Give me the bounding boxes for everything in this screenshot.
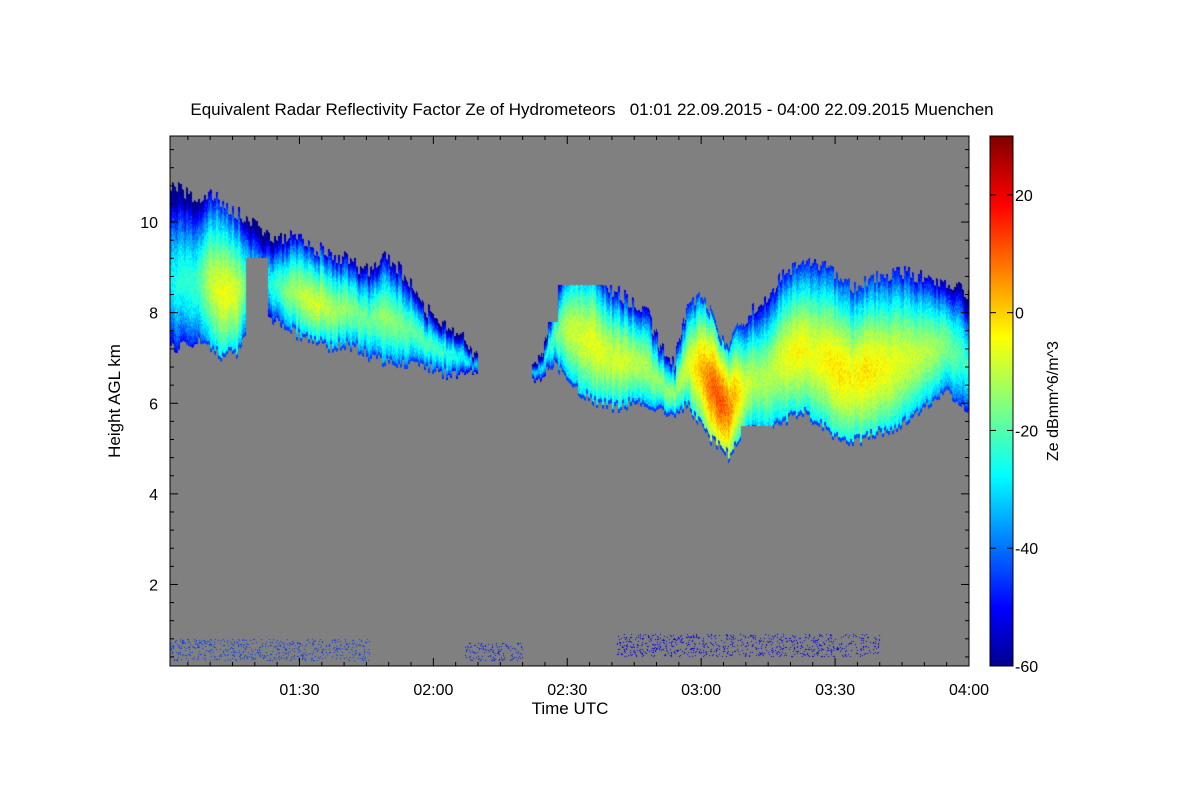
x-tick-label: 02:30 — [547, 682, 587, 699]
colorbar-tick-label: -40 — [1015, 541, 1038, 558]
plot-area — [170, 136, 969, 666]
colorbar-tick-label: -60 — [1015, 659, 1038, 676]
x-tick-label: 04:00 — [949, 682, 989, 699]
x-tick-label: 01:30 — [279, 682, 319, 699]
colorbar: -60 -40 -20 0 20 Ze dBmm^6/m^3 — [989, 135, 1062, 676]
y-axis-label: Height AGL km — [105, 344, 124, 458]
chart-title: Equivalent Radar Reflectivity Factor Ze … — [190, 100, 993, 119]
x-tick-label: 03:00 — [681, 682, 721, 699]
reflectivity-heatmap — [170, 136, 969, 666]
colorbar-gradient — [989, 135, 1014, 667]
plot-frame — [169, 135, 970, 667]
y-tick-label: 10 — [140, 215, 158, 232]
colorbar-tick-label: -20 — [1015, 423, 1038, 440]
colorbar-tick-label: 0 — [1015, 306, 1024, 323]
y-tick-label: 8 — [149, 306, 158, 323]
y-tick-label: 2 — [149, 577, 158, 594]
y-axis: 2 4 6 8 10 — [140, 149, 969, 658]
x-tick-label: 02:00 — [413, 682, 453, 699]
colorbar-tick-label: 20 — [1015, 188, 1033, 205]
colorbar-ticks: -60 -40 -20 0 20 — [990, 188, 1038, 676]
x-axis: 01:30 02:00 02:30 03:00 03:30 04:00 — [187, 136, 989, 699]
y-tick-label: 4 — [149, 487, 158, 504]
x-axis-label: Time UTC — [532, 699, 609, 718]
y-tick-label: 6 — [149, 396, 158, 413]
colorbar-label: Ze dBmm^6/m^3 — [1045, 341, 1062, 461]
x-tick-label: 03:30 — [815, 682, 855, 699]
